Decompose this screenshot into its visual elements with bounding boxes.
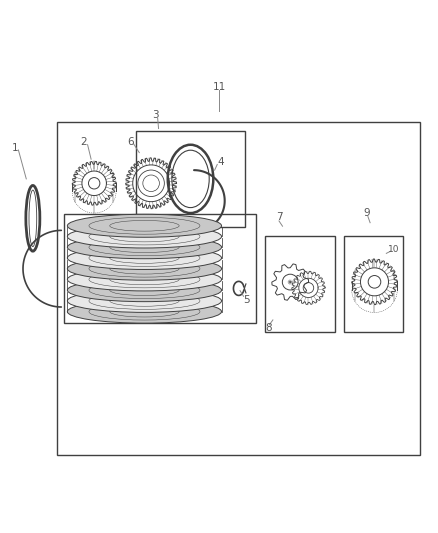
Text: 5: 5 [243, 295, 250, 305]
Ellipse shape [67, 236, 222, 259]
Bar [344, 236, 403, 332]
Bar [136, 131, 245, 227]
Text: 8: 8 [265, 323, 272, 333]
Text: 4: 4 [218, 157, 225, 167]
Bar [57, 122, 420, 455]
Ellipse shape [67, 257, 222, 280]
Text: 9: 9 [364, 208, 371, 218]
Text: 10: 10 [389, 245, 400, 254]
Ellipse shape [67, 214, 222, 237]
Text: 3: 3 [152, 110, 159, 120]
Ellipse shape [67, 279, 222, 302]
Text: 11: 11 [212, 82, 226, 92]
Text: 1: 1 [12, 143, 19, 154]
Bar [64, 214, 256, 324]
Bar [265, 236, 335, 332]
Text: 7: 7 [276, 213, 283, 222]
Text: 6: 6 [127, 136, 134, 147]
Ellipse shape [67, 268, 222, 291]
Ellipse shape [67, 300, 222, 323]
Text: 2: 2 [80, 136, 87, 147]
Ellipse shape [67, 225, 222, 248]
Ellipse shape [67, 289, 222, 312]
Ellipse shape [67, 246, 222, 270]
